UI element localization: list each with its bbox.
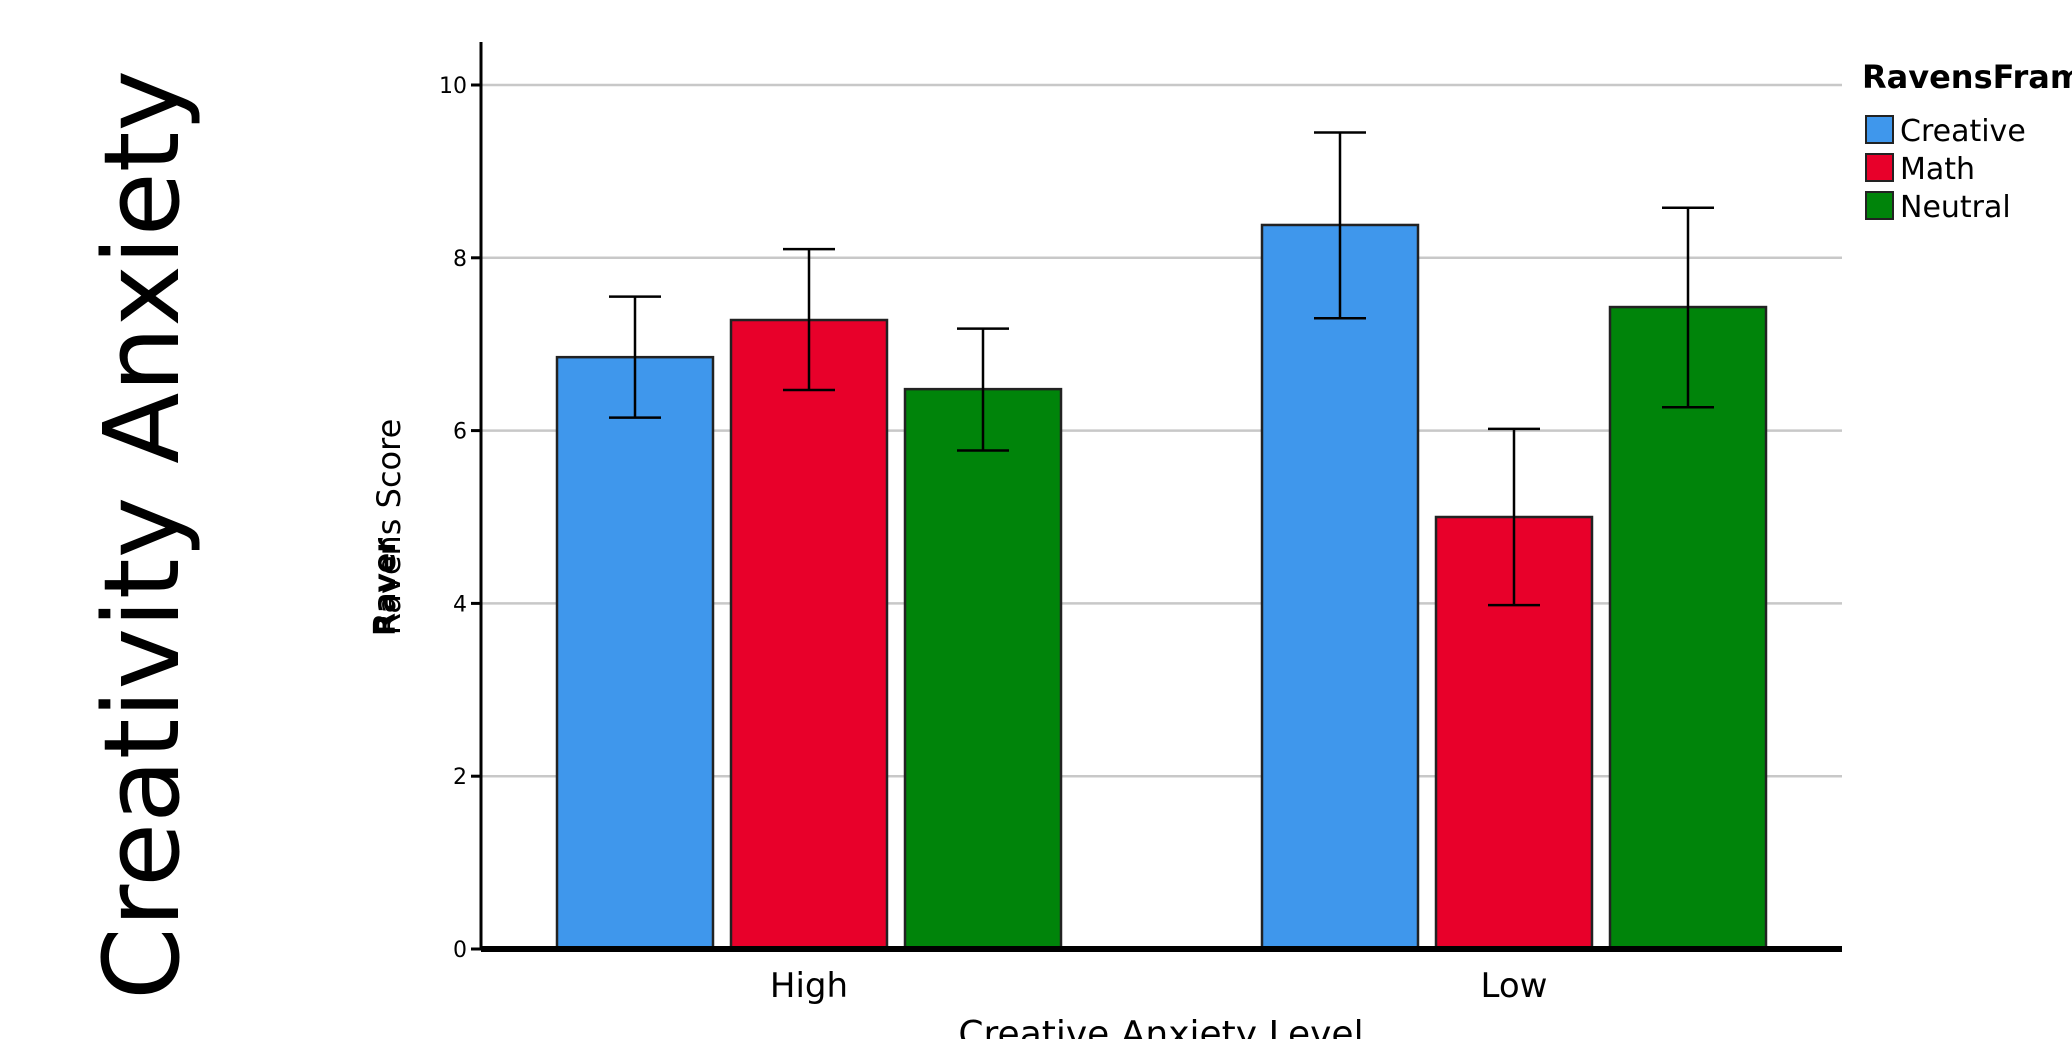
bar-neutral-high <box>903 387 1063 951</box>
error-bar-creative-low <box>1314 131 1366 320</box>
bar-neutral-low <box>1608 305 1768 951</box>
y-axis-ticks: 0 2 4 6 8 10 <box>439 74 481 963</box>
legend-label-math: Math <box>1900 152 1975 187</box>
error-bar-math-low <box>1488 427 1540 607</box>
legend-swatch-creative <box>1865 115 1894 144</box>
bar-math-high <box>729 318 889 951</box>
y-tick-label: 4 <box>453 592 467 617</box>
x-axis-label: Creative Anxiety Level <box>958 1014 1363 1039</box>
bar-creative-low <box>1260 223 1420 951</box>
y-tick-label: 6 <box>453 420 467 445</box>
y-tick-label: 10 <box>439 74 467 99</box>
legend-title: RavensFram <box>1862 58 2072 96</box>
legend-label-neutral: Neutral <box>1900 190 2011 225</box>
y-tick-label: 8 <box>453 247 467 272</box>
bars <box>555 223 1768 951</box>
y-tick-label: 0 <box>453 938 467 963</box>
error-bar-creative-high <box>609 295 661 419</box>
legend-label-creative: Creative <box>1900 114 2026 149</box>
error-bar-neutral-high <box>957 327 1009 452</box>
x-axis-categories: High Low <box>770 966 1548 1006</box>
x-category-label-low: Low <box>1481 966 1548 1006</box>
error-bar-math-high <box>783 247 835 392</box>
y-tick-label: 2 <box>453 765 467 790</box>
error-bar-neutral-low <box>1662 206 1714 409</box>
bar-creative-high <box>555 355 715 951</box>
x-category-label-high: High <box>770 966 848 1006</box>
y-axis-label: Ravens Score <box>370 419 408 636</box>
side-title: Creativity Anxiety <box>81 70 203 1000</box>
legend-swatch-math <box>1865 153 1894 182</box>
error-bars <box>609 131 1714 607</box>
y-axis-label-overlap: Raver <box>368 538 403 636</box>
legend-swatch-neutral <box>1865 191 1894 220</box>
